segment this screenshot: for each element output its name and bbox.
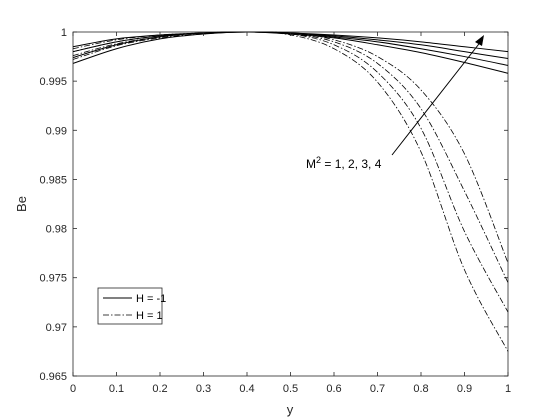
y-tick-label: 1 bbox=[61, 27, 67, 39]
x-tick-label: 0.3 bbox=[196, 383, 211, 395]
legend-label-h-pos: H = 1 bbox=[136, 310, 163, 322]
annotation-superscript: 2 bbox=[316, 155, 321, 165]
legend-box bbox=[97, 287, 163, 325]
x-tick-label: 1 bbox=[505, 383, 511, 395]
x-tick-label: 0.9 bbox=[457, 383, 472, 395]
x-tick-label: 0.4 bbox=[239, 383, 254, 395]
legend-label-h-neg: H = -1 bbox=[136, 293, 166, 305]
series-line-h-pos-m2-4 bbox=[72, 31, 509, 352]
y-tick-label: 0.975 bbox=[39, 273, 67, 285]
y-ticks: 0.965 0.97 0.975 0.98 0.985 0.99 0.995 1 bbox=[39, 27, 508, 383]
y-tick-label: 0.995 bbox=[39, 76, 67, 88]
y-tick-label: 0.97 bbox=[46, 322, 67, 334]
x-tick-label: 0.2 bbox=[152, 383, 167, 395]
x-tick-label: 0.7 bbox=[370, 383, 385, 395]
x-tick-label: 0.6 bbox=[326, 383, 341, 395]
y-axis-label: Be bbox=[14, 196, 29, 212]
curves-group bbox=[72, 31, 509, 352]
annotation-arrowhead bbox=[475, 35, 484, 46]
annotation-label: M2 = 1, 2, 3, 4 bbox=[306, 155, 382, 171]
x-tick-label: 0 bbox=[70, 383, 76, 395]
x-tick-label: 0.5 bbox=[283, 383, 298, 395]
annotation: M2 = 1, 2, 3, 4 bbox=[306, 35, 484, 171]
y-tick-label: 0.98 bbox=[46, 224, 67, 236]
series-line-h-pos-m2-1 bbox=[72, 31, 509, 264]
x-tick-label: 0.1 bbox=[109, 383, 124, 395]
x-tick-label: 0.8 bbox=[413, 383, 428, 395]
x-axis-label: y bbox=[287, 402, 294, 417]
x-ticks: 0 0.1 0.2 0.3 0.4 0.5 0.6 0.7 0.8 0.9 1 bbox=[70, 32, 511, 395]
y-tick-label: 0.965 bbox=[39, 371, 67, 383]
y-tick-label: 0.985 bbox=[39, 174, 67, 186]
legend: H = -1 H = 1 bbox=[97, 287, 166, 325]
y-tick-label: 0.99 bbox=[46, 125, 67, 137]
annotation-rest: = 1, 2, 3, 4 bbox=[321, 157, 382, 171]
annotation-arrow-line bbox=[391, 39, 483, 156]
series-line-h-pos-m2-3 bbox=[72, 31, 509, 313]
annotation-main: M bbox=[306, 157, 316, 171]
series-line-h-pos-m2-2 bbox=[72, 31, 509, 283]
